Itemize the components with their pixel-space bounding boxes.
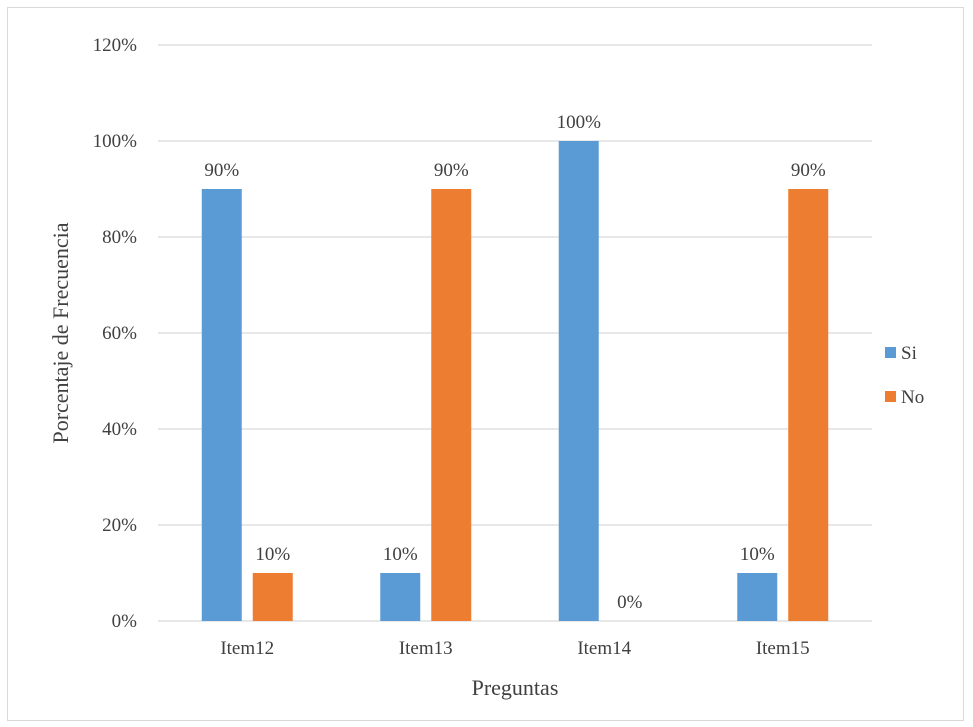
y-tick-label: 100% (93, 131, 138, 152)
y-axis-title: Porcentaje de Frecuencia (48, 222, 73, 443)
y-tick-label: 60% (102, 323, 137, 344)
bar-si-item15 (737, 573, 778, 621)
x-axis-tick-labels: Item12 Item13 Item14 Item15 (220, 638, 809, 659)
bar-no-item15 (788, 189, 829, 621)
gridlines (158, 44, 872, 622)
bar-no-item13 (431, 189, 472, 621)
bar-si-item12 (201, 189, 242, 621)
data-label: 0% (617, 592, 643, 613)
data-label: 100% (557, 112, 602, 133)
data-label: 10% (740, 544, 775, 565)
y-tick-label: 20% (102, 515, 137, 536)
data-label: 90% (434, 160, 469, 181)
x-axis-title: Preguntas (472, 675, 559, 700)
data-label: 10% (255, 544, 290, 565)
x-tick-label: Item13 (399, 638, 453, 659)
legend-label-no: No (901, 387, 924, 408)
data-labels: 90% 10% 10% 90% 100% 0% 10% 90% (204, 112, 826, 613)
bar-si-item14 (558, 141, 599, 621)
legend-label-si: Si (901, 343, 917, 364)
bars (201, 141, 829, 621)
data-label: 90% (791, 160, 826, 181)
legend-swatch-si (885, 347, 896, 358)
y-tick-label: 40% (102, 419, 137, 440)
x-tick-label: Item14 (577, 638, 631, 659)
y-tick-label: 0% (112, 611, 138, 632)
legend-swatch-no (885, 391, 896, 402)
bar-si-item13 (380, 573, 421, 621)
x-tick-label: Item15 (756, 638, 810, 659)
y-tick-label: 80% (102, 227, 137, 248)
legend: Si No (885, 343, 924, 408)
y-tick-label: 120% (93, 35, 138, 56)
data-label: 10% (383, 544, 418, 565)
y-axis-tick-labels: 0% 20% 40% 60% 80% 100% 120% (93, 35, 138, 632)
x-tick-label: Item12 (220, 638, 274, 659)
data-label: 90% (204, 160, 239, 181)
bar-no-item12 (252, 573, 293, 621)
